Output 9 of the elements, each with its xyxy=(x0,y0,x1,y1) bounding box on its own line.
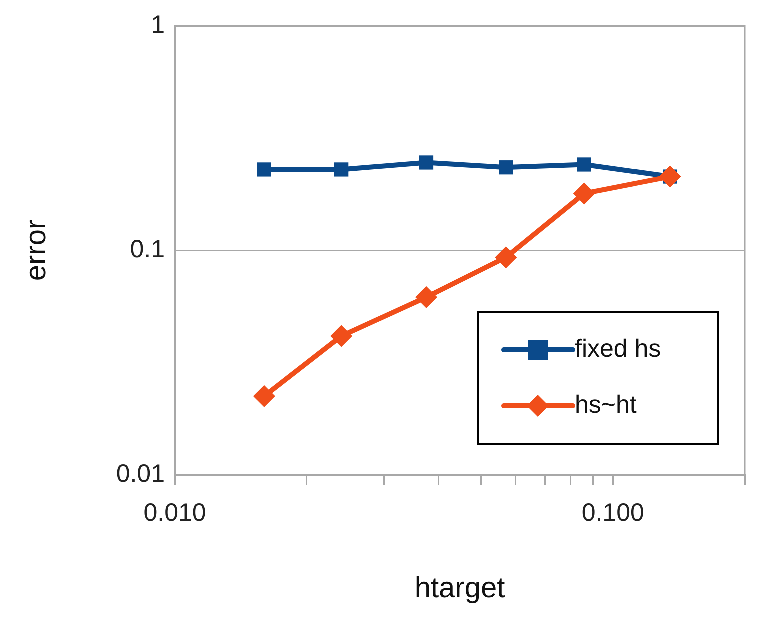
legend-label: hs~ht xyxy=(575,390,637,419)
x-tick-label: 0.100 xyxy=(582,498,644,527)
x-tick-label: 0.010 xyxy=(144,498,206,527)
legend-label: fixed hs xyxy=(575,334,662,363)
y-tick-label: 0.01 xyxy=(116,460,165,488)
y-tick-label: 0.1 xyxy=(130,235,165,264)
y-axis-title: error xyxy=(20,220,52,282)
y-tick-label: 1 xyxy=(151,10,165,39)
x-axis-title: htarget xyxy=(414,572,506,605)
